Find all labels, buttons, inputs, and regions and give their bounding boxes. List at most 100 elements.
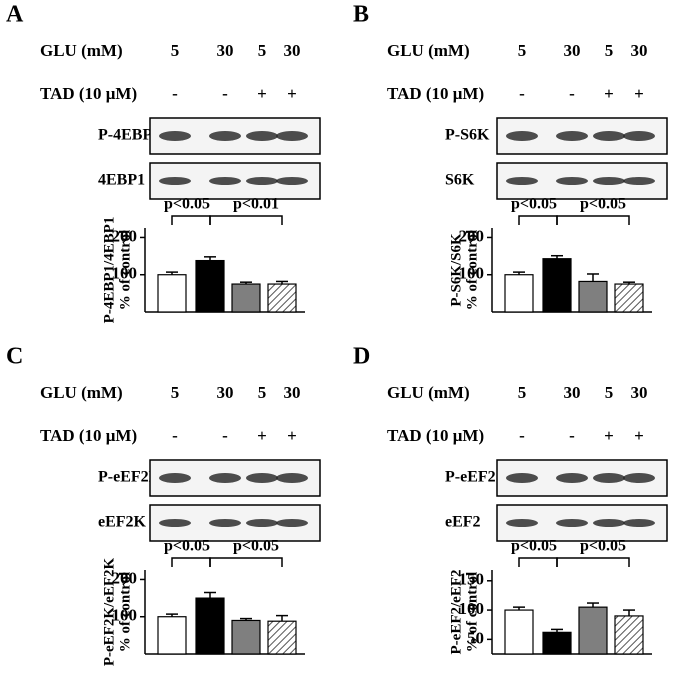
condition-label: GLU (mM) [387, 41, 470, 60]
blot-band [623, 131, 655, 141]
bracket [556, 557, 630, 567]
condition-value: - [172, 426, 178, 445]
condition-value: 5 [518, 41, 527, 60]
condition-value: 5 [605, 41, 614, 60]
bar [157, 616, 187, 655]
panel-letter: B [353, 2, 369, 28]
condition-value: 5 [171, 41, 180, 60]
blot-band [623, 177, 655, 185]
condition-value: - [569, 426, 575, 445]
condition-label: GLU (mM) [387, 383, 470, 402]
bar [504, 274, 534, 313]
blot-band [209, 473, 241, 483]
blot-band [246, 519, 278, 527]
blot-label: P-eEF2 [445, 469, 496, 486]
blot-band [593, 519, 625, 527]
panel: D GLU (mM) 5 30 5 30 TAD (10 μM) - - + + P-eEF2 eEF2… [353, 344, 668, 655]
condition-value: 30 [217, 383, 234, 402]
bar [542, 631, 572, 655]
blot-band [246, 473, 278, 483]
blot-band [159, 177, 191, 185]
blot-band [209, 131, 241, 141]
panel-letter: D [353, 344, 370, 370]
y-tick-label: 150 [459, 570, 485, 589]
condition-value: + [604, 426, 614, 445]
panel: C GLU (mM) 5 30 5 30 TAD (10 μM) - - + + P-eEF2K eEF… [6, 344, 321, 667]
condition-label: TAD (10 μM) [387, 84, 484, 103]
condition-value: 5 [518, 383, 527, 402]
blot-band [276, 131, 308, 141]
y-tick-label: 200 [459, 226, 485, 245]
condition-value: 30 [217, 41, 234, 60]
blot-band [556, 519, 588, 527]
condition-value: 30 [564, 383, 581, 402]
condition-value: - [519, 426, 525, 445]
condition-value: - [519, 84, 525, 103]
bar [231, 619, 261, 655]
condition-value: + [634, 426, 644, 445]
blot-band [593, 473, 625, 483]
condition-value: 30 [284, 383, 301, 402]
condition-value: + [257, 84, 267, 103]
blot-label: 4EBP1 [98, 172, 145, 189]
p-value: p<0.05 [580, 196, 626, 213]
y-axis-label: % of control [117, 230, 133, 311]
condition-value: 5 [258, 41, 267, 60]
bar [578, 606, 608, 655]
condition-label: TAD (10 μM) [387, 426, 484, 445]
blot-band [209, 519, 241, 527]
y-axis-label: P-4EBP1/4EBP1 [101, 217, 117, 324]
panel-letter: C [6, 344, 23, 370]
condition-value: - [222, 84, 228, 103]
condition-value: + [257, 426, 267, 445]
p-value: p<0.05 [511, 196, 557, 213]
bar [157, 274, 187, 313]
blot-band [276, 177, 308, 185]
blot-band [623, 519, 655, 527]
y-tick-label: 100 [112, 264, 138, 283]
blot-band [246, 131, 278, 141]
bracket [209, 215, 283, 225]
bar [195, 597, 225, 655]
bar [614, 615, 644, 655]
p-value: p<0.05 [511, 538, 557, 555]
y-axis-label: P-eEF2K/eEF2K [101, 558, 117, 667]
bar [231, 283, 261, 313]
bracket [518, 557, 558, 567]
bracket [171, 215, 211, 225]
bracket [518, 215, 558, 225]
blot-band [506, 473, 538, 483]
blot-band [556, 131, 588, 141]
y-tick-label: 50 [467, 628, 484, 647]
condition-value: + [604, 84, 614, 103]
y-axis-label: % of control [117, 572, 133, 653]
panel: B GLU (mM) 5 30 5 30 TAD (10 μM) - - + + P-S6K S6K 10… [353, 2, 668, 313]
p-value: p<0.05 [164, 196, 210, 213]
condition-value: + [634, 84, 644, 103]
condition-value: 30 [631, 383, 648, 402]
condition-label: GLU (mM) [40, 41, 123, 60]
blot-band [506, 131, 538, 141]
condition-label: GLU (mM) [40, 383, 123, 402]
blot-label: eEF2K [98, 514, 147, 531]
blot-band [506, 177, 538, 185]
bracket [209, 557, 283, 567]
condition-value: - [569, 84, 575, 103]
condition-value: 30 [284, 41, 301, 60]
y-tick-label: 100 [459, 264, 485, 283]
bar [578, 280, 608, 313]
condition-value: 5 [605, 383, 614, 402]
bar [542, 258, 572, 313]
blot-band [276, 473, 308, 483]
p-value: p<0.05 [580, 538, 626, 555]
bar [195, 259, 225, 313]
condition-value: 5 [171, 383, 180, 402]
blot-band [159, 519, 191, 527]
bar [614, 283, 644, 313]
p-value: p<0.01 [233, 196, 279, 213]
blot-label: P-4EBP1 [98, 127, 160, 144]
y-tick-label: 200 [112, 568, 138, 587]
blot-label: P-S6K [445, 127, 490, 144]
condition-value: - [222, 426, 228, 445]
